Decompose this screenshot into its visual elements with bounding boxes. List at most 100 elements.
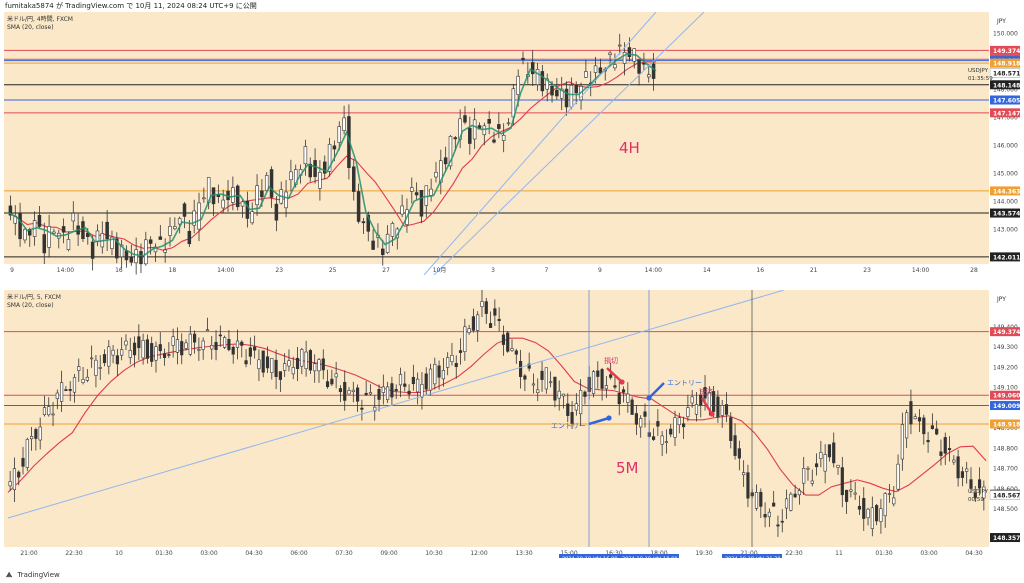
date-label: 2024-10-10 (木) 18:00 [622,556,678,559]
candle-body [223,337,227,348]
candle [47,397,51,417]
candle [115,348,119,377]
candle-body [488,323,493,328]
candle [325,369,330,389]
candle-body [492,139,496,143]
y-tick-label: 146.000 [993,143,1018,150]
candle [540,360,544,392]
candle [493,299,497,326]
y-tick-label: 148.000 [993,86,1018,93]
candle-body [521,57,525,60]
candle [85,369,89,383]
candle-body [148,239,153,244]
candle-body [530,62,535,75]
candle [124,334,128,351]
candle-body [394,389,398,391]
candle-body [677,417,681,426]
candle-body [716,396,720,418]
candle [487,111,491,135]
candle [569,77,574,110]
candle [772,490,776,507]
candle-body [531,383,536,386]
candle-body [609,374,613,378]
candle [334,361,338,389]
candle [303,139,308,176]
chart-5m[interactable]: 149.400149.300149.200149.100149.000148.9… [4,290,1020,558]
candle [930,413,934,430]
candle-body [480,301,484,307]
candle-body [248,347,252,357]
candle-body [584,71,588,78]
candle [917,409,922,432]
candle-body [482,125,487,136]
candle-body [887,493,892,495]
candle [686,395,690,422]
candle-body [235,340,240,348]
candle [780,509,784,533]
candle-body [737,448,741,459]
candle-body [836,464,840,468]
candle-body [446,357,450,368]
candle-body [559,88,564,99]
candle-body [188,333,192,355]
candle-body [8,481,12,487]
candle-body [463,326,467,352]
candle [373,394,377,421]
candle-body [651,436,656,440]
candle-body [270,358,274,373]
candle-body [545,78,549,90]
candle-body [883,493,887,517]
candle [287,349,291,372]
candle-body [158,344,162,352]
candle-body [90,241,95,259]
candle-body [274,359,278,377]
candle [231,345,235,364]
y-tick-label: 150.000 [993,30,1018,37]
callout-arrow-head [606,415,612,421]
candle-body [879,508,883,522]
candle-body [98,367,102,369]
candle-body [419,190,424,217]
chart-4h-svg[interactable]: 150.000149.000148.000147.000146.000145.0… [4,12,1020,275]
candle [98,355,102,380]
candle [390,376,394,406]
candle-body [85,376,89,381]
candle [337,121,342,151]
price-label: 148.357 [993,535,1020,542]
candle [559,76,564,111]
x-tick-label: 16 [756,267,764,274]
candle-body [437,365,441,378]
candle [583,390,587,405]
candle-body [553,376,557,401]
candle [347,387,351,395]
candle [630,396,634,415]
candle [853,481,857,500]
candle [521,51,525,65]
candle [977,467,982,496]
callout-arrow-head [646,395,652,401]
candle [416,372,420,405]
candle-body [939,451,943,456]
candle [454,355,458,379]
candle [313,354,317,383]
candle-body [175,339,180,353]
candle-body [356,191,361,222]
x-tick-label: 14:00 [645,267,662,274]
chart-5m-svg[interactable]: 149.400149.300149.200149.100149.000148.9… [4,290,1020,558]
candle-body [37,214,42,227]
candle [677,412,681,434]
price-label: 148.567 [993,493,1020,500]
candle-body [111,349,115,356]
candle [806,466,810,481]
candle-body [60,382,64,402]
candle [102,349,107,367]
candle [197,337,201,361]
candle [240,340,244,358]
candle-body [720,405,724,416]
candle [484,297,488,324]
chart-4h[interactable]: 150.000149.000148.000147.000146.000145.0… [4,12,1020,275]
x-tick-label: 21:00 [740,550,757,557]
trend-line [423,12,657,275]
candle [553,376,557,408]
candle-body [535,69,540,85]
